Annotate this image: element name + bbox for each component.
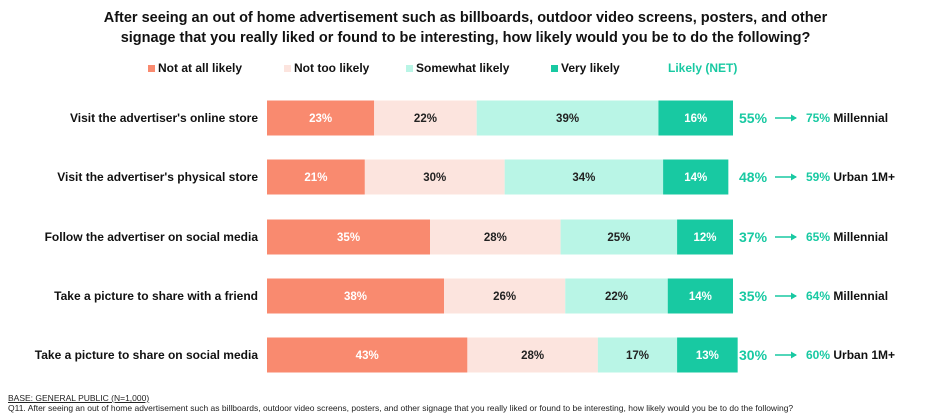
legend-item-somewhat-likely: Somewhat likely: [406, 61, 509, 75]
bar-segment-not-at-all-likely-4: [267, 278, 445, 314]
bar-segment-somewhat-likely-3: [560, 219, 678, 255]
data-label-not-too-likely-5: 28%: [521, 350, 544, 362]
bar-segment-not-too-likely-3: [430, 219, 561, 255]
bar-segment-not-too-likely-2: [364, 159, 505, 195]
callout-percent-4: 64%: [806, 289, 833, 303]
legend-swatch-not-at-all-likely: [148, 64, 155, 72]
bar-segment-somewhat-likely-1: [476, 100, 659, 136]
net-value-2: 48%: [739, 169, 768, 185]
callout-text-2: 59% Urban 1M+: [806, 170, 895, 184]
chart-title: After seeing an out of home advertisemen…: [0, 8, 931, 48]
data-label-not-too-likely-3: 28%: [484, 232, 507, 244]
callout-arrow-head-2: [791, 173, 797, 181]
legend-item-very-likely: Very likely: [551, 61, 620, 75]
callout-text-5: 60% Urban 1M+: [806, 348, 895, 362]
callout-text-4: 64% Millennial: [806, 289, 888, 303]
callout-segment-2: Urban 1M+: [833, 170, 895, 184]
data-label-not-at-all-likely-2: 21%: [304, 172, 327, 184]
data-label-not-at-all-likely-4: 38%: [344, 291, 367, 303]
footer-base: BASE: GENERAL PUBLIC (N=1,000): [8, 393, 150, 403]
category-label-4: Take a picture to share with a friend: [54, 289, 258, 303]
data-label-somewhat-likely-4: 22%: [605, 291, 628, 303]
chart-title-line-1: After seeing an out of home advertisemen…: [103, 10, 828, 26]
legend-item-not-at-all-likely: Not at all likely: [148, 61, 242, 75]
callout-arrow-head-5: [791, 351, 797, 359]
bar-segment-somewhat-likely-5: [597, 337, 678, 373]
legend-swatch-very-likely: [551, 64, 558, 72]
callout-text-3: 65% Millennial: [806, 230, 888, 244]
bar-segment-not-too-likely-5: [467, 337, 598, 373]
net-value-3: 37%: [739, 229, 768, 245]
data-label-not-at-all-likely-5: 43%: [356, 350, 379, 362]
legend-item-not-too-likely: Not too likely: [284, 61, 369, 75]
data-label-not-at-all-likely-3: 35%: [337, 232, 360, 244]
bar-segment-not-at-all-likely-5: [267, 337, 468, 373]
chart-title-line-2: signage that you really liked or found t…: [120, 30, 811, 46]
callout-percent-3: 65%: [806, 230, 833, 244]
data-label-not-too-likely-2: 30%: [423, 172, 446, 184]
bar-segment-very-likely-5: [677, 337, 738, 373]
bar-segment-not-at-all-likely-3: [267, 219, 431, 255]
legend-label-very-likely: Very likely: [561, 61, 620, 75]
callout-arrow-head-1: [791, 114, 797, 122]
category-label-2: Visit the advertiser's physical store: [57, 170, 258, 184]
bar-segment-very-likely-2: [663, 159, 729, 195]
callout-percent-2: 59%: [806, 170, 833, 184]
data-label-very-likely-2: 14%: [684, 172, 707, 184]
bar-segment-somewhat-likely-4: [565, 278, 668, 314]
legend-swatch-not-too-likely: [284, 64, 291, 72]
data-label-somewhat-likely-2: 34%: [572, 172, 595, 184]
data-label-very-likely-4: 14%: [689, 291, 712, 303]
bar-segment-not-at-all-likely-2: [267, 159, 365, 195]
bar-segment-not-too-likely-1: [374, 100, 477, 136]
net-value-5: 30%: [739, 347, 768, 363]
data-label-somewhat-likely-5: 17%: [626, 350, 649, 362]
bar-segment-very-likely-4: [667, 278, 733, 314]
callout-segment-4: Millennial: [833, 289, 888, 303]
data-label-not-at-all-likely-1: 23%: [309, 113, 332, 125]
chart-footer: BASE: GENERAL PUBLIC (N=1,000) Q11. Afte…: [8, 393, 793, 413]
bar-segment-not-too-likely-4: [444, 278, 566, 314]
net-value-1: 55%: [739, 110, 768, 126]
data-label-very-likely-5: 13%: [696, 350, 719, 362]
callout-segment-1: Millennial: [833, 111, 888, 125]
data-label-not-too-likely-4: 26%: [493, 291, 516, 303]
category-label-3: Follow the advertiser on social media: [45, 230, 259, 244]
bar-segment-not-at-all-likely-1: [267, 100, 375, 136]
callout-percent-5: 60%: [806, 348, 833, 362]
callout-text-1: 75% Millennial: [806, 111, 888, 125]
category-label-1: Visit the advertiser's online store: [70, 111, 258, 125]
callout-arrow-head-4: [791, 292, 797, 300]
bar-segment-very-likely-3: [677, 219, 733, 255]
category-label-5: Take a picture to share on social media: [35, 348, 259, 362]
legend-net-label: Likely (NET): [668, 61, 738, 75]
chart-legend: Not at all likely Not too likely Somewha…: [0, 61, 931, 79]
data-label-very-likely-1: 16%: [684, 113, 707, 125]
data-label-somewhat-likely-3: 25%: [607, 232, 630, 244]
callout-segment-3: Millennial: [833, 230, 888, 244]
footer-question: Q11. After seeing an out of home adverti…: [8, 403, 794, 413]
bar-segment-very-likely-1: [658, 100, 733, 136]
callout-segment-5: Urban 1M+: [833, 348, 895, 362]
legend-label-not-at-all-likely: Not at all likely: [158, 61, 243, 75]
legend-label-not-too-likely: Not too likely: [294, 61, 370, 75]
legend-swatch-somewhat-likely: [406, 64, 413, 72]
bar-segment-somewhat-likely-2: [504, 159, 664, 195]
callout-arrow-head-3: [791, 233, 797, 241]
data-label-not-too-likely-1: 22%: [414, 113, 437, 125]
data-label-somewhat-likely-1: 39%: [556, 113, 579, 125]
data-label-very-likely-3: 12%: [694, 232, 717, 244]
legend-label-somewhat-likely: Somewhat likely: [416, 61, 510, 75]
net-value-4: 35%: [739, 288, 768, 304]
stacked-bar-chart: Visit the advertiser's online store 23% 22…: [35, 100, 895, 373]
callout-percent-1: 75%: [806, 111, 833, 125]
